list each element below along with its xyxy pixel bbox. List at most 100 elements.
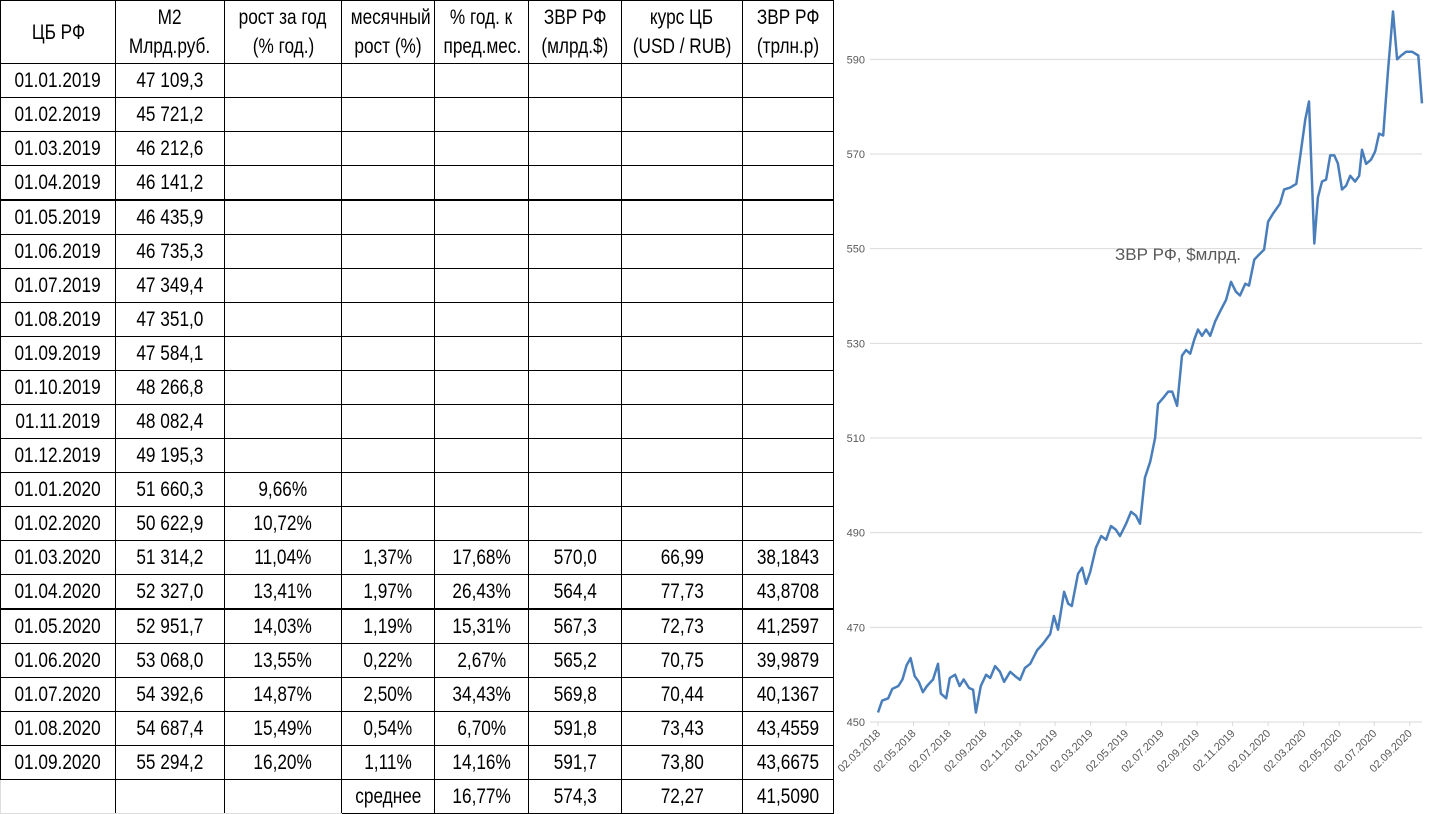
cell: 9,66% <box>224 472 342 507</box>
cell: 1,19% <box>341 608 435 644</box>
cell: 70,75 <box>621 643 743 678</box>
cell <box>742 302 834 337</box>
cell: 66,99 <box>621 540 743 575</box>
cell: 73,80 <box>621 745 743 780</box>
cell: 10,72% <box>224 506 342 541</box>
data-line <box>876 10 1424 714</box>
table-row: 01.04.2019 46 141,2 <box>0 165 834 201</box>
cell: 38,1843 <box>742 540 834 575</box>
cell-text: 48 082,4 <box>136 409 204 433</box>
cell: 47 349,4 <box>115 268 225 303</box>
cell-text: 01.11.2019 <box>15 409 101 433</box>
cell <box>528 404 622 439</box>
cell: 51 660,3 <box>115 472 225 507</box>
cell-text: 01.06.2020 <box>14 648 102 672</box>
cell <box>528 165 622 201</box>
cell <box>621 506 743 541</box>
cell-text: 47 351,0 <box>136 307 204 331</box>
cell: 14,16% <box>434 745 529 780</box>
cell-text: 70,44 <box>660 682 704 706</box>
header-cell: % год. к пред.мес. <box>434 0 529 64</box>
cell: 01.05.2019 <box>0 199 116 235</box>
cell <box>528 131 622 166</box>
cell-text: 43,4559 <box>756 716 820 740</box>
cell-text: 9,66% <box>258 477 308 501</box>
cell-text: 41,5090 <box>756 784 820 808</box>
cell: 17,68% <box>434 540 529 575</box>
cell <box>742 438 834 473</box>
header-cell: ЦБ РФ <box>0 0 116 64</box>
cell <box>621 63 743 98</box>
cell-text: 01.07.2020 <box>14 682 102 706</box>
cell-text: 564,4 <box>553 579 597 603</box>
cell: 49 195,3 <box>115 438 225 473</box>
cell-text: 73,43 <box>660 716 704 740</box>
cell-text: 52 327,0 <box>136 579 204 603</box>
cell: 46 735,3 <box>115 234 225 269</box>
cell: 591,7 <box>528 745 622 780</box>
header-text: (трлн.р) <box>756 35 820 58</box>
cell-text: 51 660,3 <box>136 477 204 501</box>
cell-text: 72,27 <box>660 784 704 808</box>
cell <box>434 472 529 507</box>
cell <box>434 438 529 473</box>
cell-text: 52 951,7 <box>136 614 204 638</box>
cell-text: 01.09.2019 <box>14 341 102 365</box>
cell: 45 721,2 <box>115 97 225 132</box>
cell: 01.09.2020 <box>0 745 116 780</box>
cell <box>224 268 342 303</box>
cell <box>434 165 529 201</box>
header-cell: рост за год (% год.) <box>224 0 342 64</box>
cell <box>341 404 435 439</box>
cell <box>434 268 529 303</box>
cell <box>341 234 435 269</box>
table-row: 01.07.2020 54 392,6 14,87% 2,50% 34,43% 569,8… <box>0 677 834 712</box>
cell <box>528 63 622 98</box>
table-row: среднее 16,77% 574,3 72,27 41,5090 <box>0 779 834 814</box>
cell-text: 73,80 <box>660 750 704 774</box>
cell: 01.06.2020 <box>0 643 116 678</box>
cell: 6,70% <box>434 711 529 746</box>
cell-text: 1,11% <box>364 750 412 774</box>
table-row: 01.10.2019 48 266,8 <box>0 370 834 405</box>
cell: 01.11.2019 <box>0 404 116 439</box>
cell-text: 1,37% <box>363 545 413 569</box>
cell-text: 14,16% <box>452 750 511 774</box>
y-tick-label: 550 <box>847 244 865 256</box>
cell-text: 15,31% <box>452 614 511 638</box>
cell: 591,8 <box>528 711 622 746</box>
cell: 01.07.2019 <box>0 268 116 303</box>
cell <box>621 199 743 235</box>
cell <box>341 336 435 371</box>
cell: 43,6675 <box>742 745 834 780</box>
cell <box>742 472 834 507</box>
cell: 41,5090 <box>742 779 834 814</box>
cell <box>341 199 435 235</box>
cell <box>621 302 743 337</box>
cell <box>528 472 622 507</box>
cell: 01.01.2019 <box>0 63 116 98</box>
cell <box>434 97 529 132</box>
header-cell: месячный рост (%) <box>341 0 435 64</box>
cell-text: 26,43% <box>452 579 511 603</box>
table-row: 01.05.2020 52 951,7 14,03% 1,19% 15,31% 567,3… <box>0 608 834 644</box>
table-row: 01.08.2019 47 351,0 <box>0 302 834 337</box>
cell: 13,55% <box>224 643 342 678</box>
header-text: месячный <box>350 6 431 29</box>
cell: 39,9879 <box>742 643 834 678</box>
cell: 48 266,8 <box>115 370 225 405</box>
cell <box>621 268 743 303</box>
cell-text: 46 735,3 <box>136 239 204 263</box>
header-text: ЦБ РФ <box>31 20 85 44</box>
cell <box>528 97 622 132</box>
cell-text: 01.09.2020 <box>14 750 102 774</box>
cell: 40,1367 <box>742 677 834 712</box>
cell-text: 567,3 <box>553 614 597 638</box>
header-text: пред.мес. <box>443 35 522 58</box>
chart: 45047049051053055057059002.03.201802.05.… <box>836 10 1424 775</box>
cell-text: 54 392,6 <box>136 682 204 706</box>
cell: 569,8 <box>528 677 622 712</box>
cell-text: 39,9879 <box>756 648 820 672</box>
cell: 34,43% <box>434 677 529 712</box>
